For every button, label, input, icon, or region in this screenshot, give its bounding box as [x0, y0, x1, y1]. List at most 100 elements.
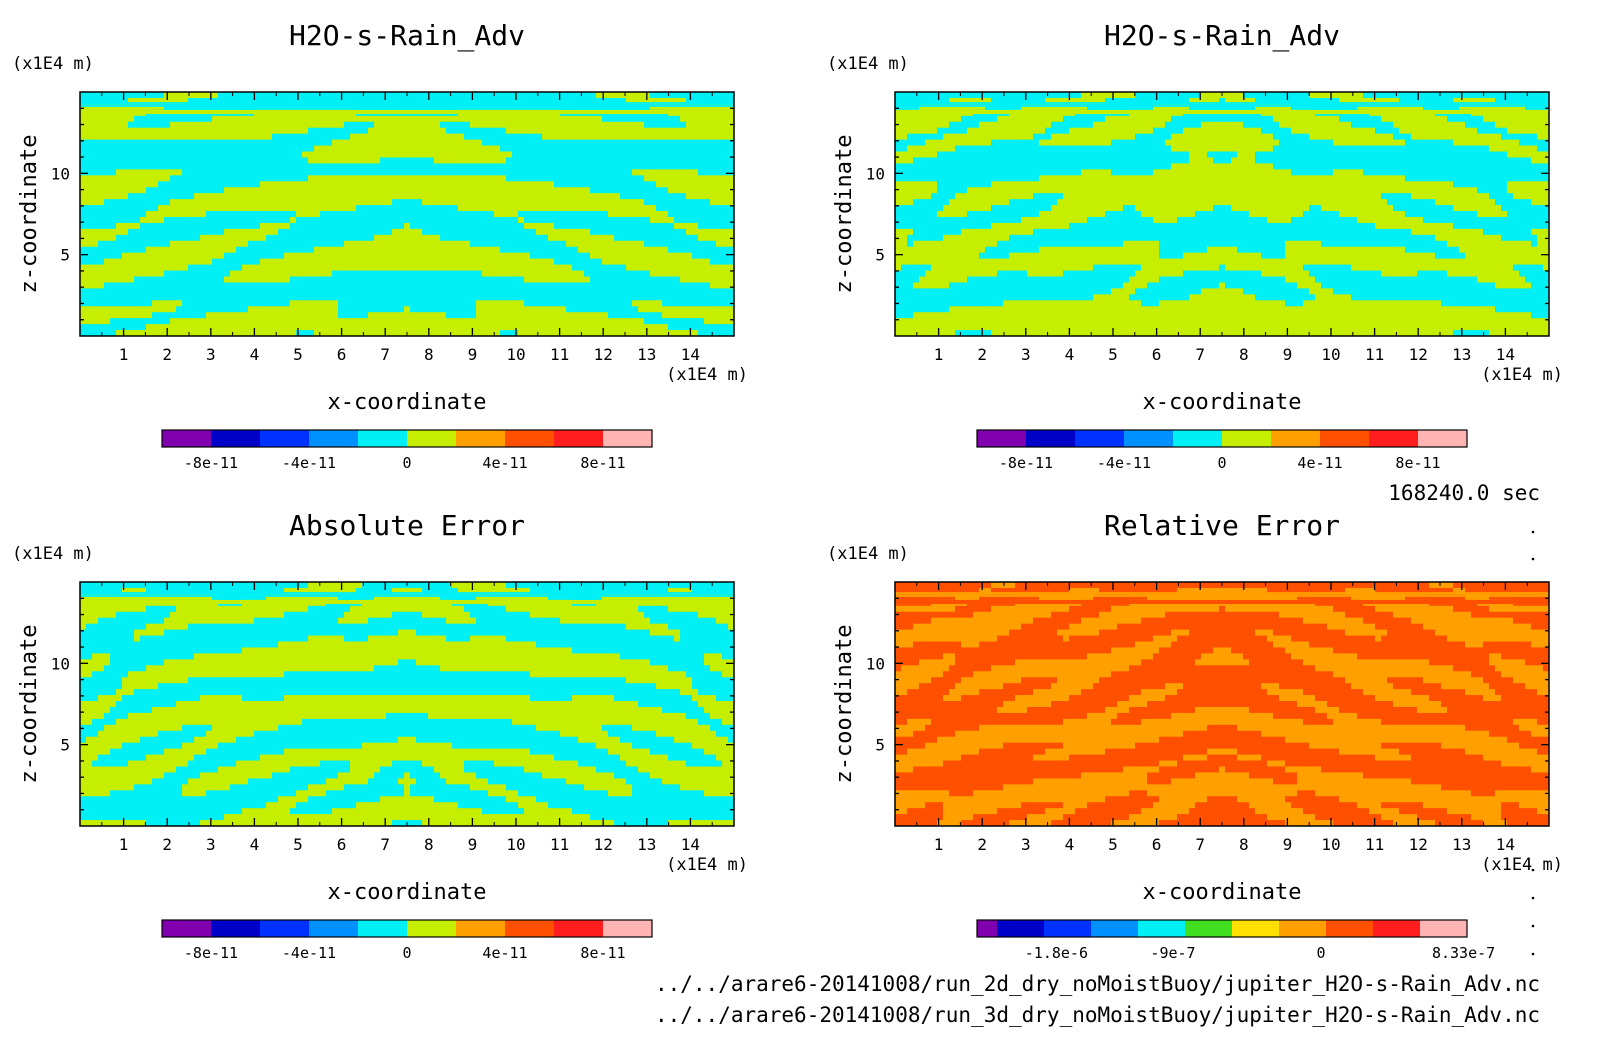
heatmap-cell — [1135, 641, 1172, 649]
heatmap-cell — [404, 784, 411, 791]
heatmap-cell — [943, 133, 1034, 141]
heatmap-cell — [632, 169, 699, 176]
heatmap-cell — [1183, 252, 1262, 260]
heatmap-cell — [1225, 605, 1334, 613]
heatmap-cell — [1249, 659, 1304, 666]
heatmap-cell — [1339, 97, 1400, 105]
heatmap-cell — [554, 754, 621, 762]
heatmap-cell — [1147, 778, 1172, 785]
heatmap-cell — [1063, 635, 1070, 643]
heatmap-cell — [1267, 760, 1286, 768]
heatmap-cell — [949, 689, 980, 696]
heatmap-cell — [1393, 611, 1472, 619]
time-label: 168240.0 sec — [1388, 481, 1540, 505]
heatmap-cell — [200, 234, 267, 242]
heatmap-cell — [176, 701, 639, 708]
heatmap-cell — [344, 635, 369, 643]
heatmap-cell — [1477, 187, 1508, 194]
heatmap-cell — [398, 659, 417, 666]
heatmap-cell — [1435, 820, 1484, 826]
heatmap-cell — [1381, 115, 1448, 123]
heatmap-cell — [1189, 97, 1220, 105]
heatmap-cell — [80, 234, 117, 242]
colorbar-cell — [260, 430, 309, 447]
heatmap-cell — [991, 139, 1040, 147]
heatmap-cell — [1363, 617, 1412, 625]
heatmap-cell — [1039, 211, 1106, 218]
heatmap-cell — [278, 724, 537, 732]
chart-panel-1: H2O-s-Rain_Adv(x1E4 m)1 2 3 4 5 6 7 8 9 10 11 12 13 1… — [12, 19, 748, 472]
heatmap-cell — [1129, 814, 1178, 821]
heatmap-cell — [895, 102, 1549, 107]
heatmap-cell — [1171, 133, 1274, 141]
heatmap-cell — [1135, 270, 1184, 278]
heatmap-cell — [1177, 635, 1268, 643]
heatmap-cell — [644, 121, 687, 129]
heatmap-cell — [140, 635, 309, 643]
heatmap-cell — [338, 772, 375, 779]
heatmap-cell — [1363, 92, 1549, 99]
heatmap-cell — [662, 706, 705, 714]
heatmap-cell — [698, 234, 734, 242]
heatmap-cell — [913, 623, 1022, 631]
heatmap-cell — [1291, 216, 1358, 224]
chart-title: Relative Error — [1104, 509, 1340, 542]
colorbar-cell — [603, 920, 652, 937]
x-tick-label: 14 — [681, 835, 700, 854]
heatmap-cell — [1261, 252, 1286, 260]
heatmap-cell — [524, 808, 573, 815]
heatmap-cell — [1297, 790, 1316, 797]
heatmap-cell — [919, 103, 986, 111]
heatmap-cell — [668, 211, 734, 218]
y-unit-label: (x1E4 m) — [12, 54, 94, 74]
x-tick-label: 2 — [977, 835, 987, 854]
heatmap-cell — [1183, 127, 1262, 135]
heatmap-cell — [1333, 671, 1472, 678]
heatmap-cell — [1333, 718, 1382, 726]
heatmap-cell — [422, 611, 471, 619]
heatmap-cell — [895, 736, 938, 744]
heatmap-cell — [668, 665, 711, 672]
heatmap-cell — [937, 736, 1160, 744]
heatmap-cell — [578, 760, 627, 768]
heatmap-cell — [248, 240, 345, 248]
heatmap-cell — [1381, 193, 1412, 200]
heatmap-cell — [1393, 133, 1412, 141]
heatmap-cell — [236, 736, 399, 744]
heatmap-cell — [1159, 760, 1178, 768]
heatmap-cell — [224, 187, 591, 194]
heatmap-cell — [170, 175, 309, 182]
heatmap-cell — [476, 593, 549, 601]
colorbar-cell — [1222, 430, 1271, 447]
heatmap-cell — [1003, 683, 1052, 690]
heatmap-cell — [1279, 683, 1352, 690]
heatmap-cell — [1171, 641, 1274, 649]
heatmap-cell — [1069, 605, 1112, 613]
heatmap-cell — [1051, 205, 1124, 212]
x-tick-label: 1 — [934, 835, 944, 854]
heatmap-cell — [1447, 115, 1484, 123]
heatmap-cell — [620, 653, 705, 660]
heatmap-cell — [991, 181, 1454, 188]
heatmap-cell — [1045, 97, 1106, 105]
y-tick-label: 10 — [51, 654, 70, 673]
heatmap-cell — [698, 330, 734, 336]
heatmap-cell — [644, 318, 705, 325]
heatmap-cell — [997, 635, 1064, 643]
heatmap-cell — [674, 216, 734, 224]
heatmap-cell — [1381, 718, 1514, 726]
heatmap-cell — [236, 246, 315, 254]
heatmap-cell — [1159, 240, 1286, 248]
heatmap-cell — [1183, 683, 1262, 690]
heatmap-cell — [722, 671, 734, 678]
heatmap-cell — [194, 193, 621, 200]
heatmap-cell — [710, 199, 734, 206]
heatmap-cell — [1051, 121, 1094, 129]
heatmap-cell — [596, 92, 651, 99]
heatmap-cell — [1423, 103, 1460, 111]
heatmap-cell — [392, 760, 423, 768]
heatmap-cell — [1063, 742, 1136, 750]
heatmap-cell — [350, 133, 465, 141]
heatmap-cell — [1213, 647, 1232, 655]
heatmap-cell — [572, 264, 627, 272]
